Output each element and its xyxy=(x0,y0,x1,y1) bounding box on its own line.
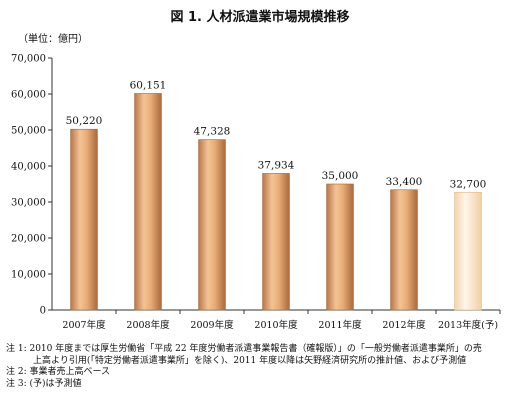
x-tick-label: 2011年度 xyxy=(318,319,362,331)
y-tick-label: 60,000 xyxy=(11,90,46,101)
chart-notes: 注 1: 2010 年度までは厚生労働省「平成 22 年度労働者派遣事業報告書（… xyxy=(6,344,516,390)
note-1: 注 1: 2010 年度までは厚生労働省「平成 22 年度労働者派遣事業報告書（… xyxy=(6,344,482,354)
unit-label: （単位：億円） xyxy=(18,34,88,45)
bar-value-label: 33,400 xyxy=(386,176,423,188)
bar xyxy=(198,139,226,311)
note-1-continued: 上高より引用(「特定労働者派遣事業所」を除く)、2011 年度以降は矢野経済研究… xyxy=(33,355,467,366)
bar-value-label: 50,220 xyxy=(66,115,103,127)
y-tick-label: 10,000 xyxy=(11,270,46,281)
bar xyxy=(262,173,290,311)
x-tick-label: 2008年度 xyxy=(126,319,170,331)
bar-value-label: 32,700 xyxy=(450,178,487,190)
note-3: 注 3: (予)は予測値 xyxy=(6,378,82,389)
x-tick-label: 2007年度 xyxy=(62,319,106,331)
chart-title: 図 1. 人材派遣業市場規模推移 xyxy=(170,10,350,25)
bar xyxy=(454,191,482,311)
bar xyxy=(390,189,418,311)
note-2: 注 2: 事業者売上高ベース xyxy=(6,367,111,377)
y-tick-label: 40,000 xyxy=(11,162,46,173)
bar-value-label: 35,000 xyxy=(322,170,359,182)
y-tick-label: 50,000 xyxy=(11,126,46,137)
x-tick-label: 2010年度 xyxy=(254,319,298,331)
y-tick-label: 70,000 xyxy=(11,54,46,65)
bar xyxy=(70,128,98,311)
bar xyxy=(326,183,354,311)
bar xyxy=(134,93,162,311)
y-tick-label: 20,000 xyxy=(11,234,46,245)
x-tick-label: 2013年度(予) xyxy=(438,319,498,331)
bar-chart: 0 10,000 20,000 30,000 40,000 50,000 60,000 70,… xyxy=(11,54,501,331)
y-tick-label: 0 xyxy=(40,306,46,317)
bar-value-label: 37,934 xyxy=(258,159,295,171)
y-tick-label: 30,000 xyxy=(11,198,46,209)
x-tick-label: 2009年度 xyxy=(190,319,234,331)
bar-value-label: 60,151 xyxy=(130,79,167,91)
bar-value-label: 47,328 xyxy=(194,126,231,138)
x-tick-label: 2012年度 xyxy=(382,319,426,331)
